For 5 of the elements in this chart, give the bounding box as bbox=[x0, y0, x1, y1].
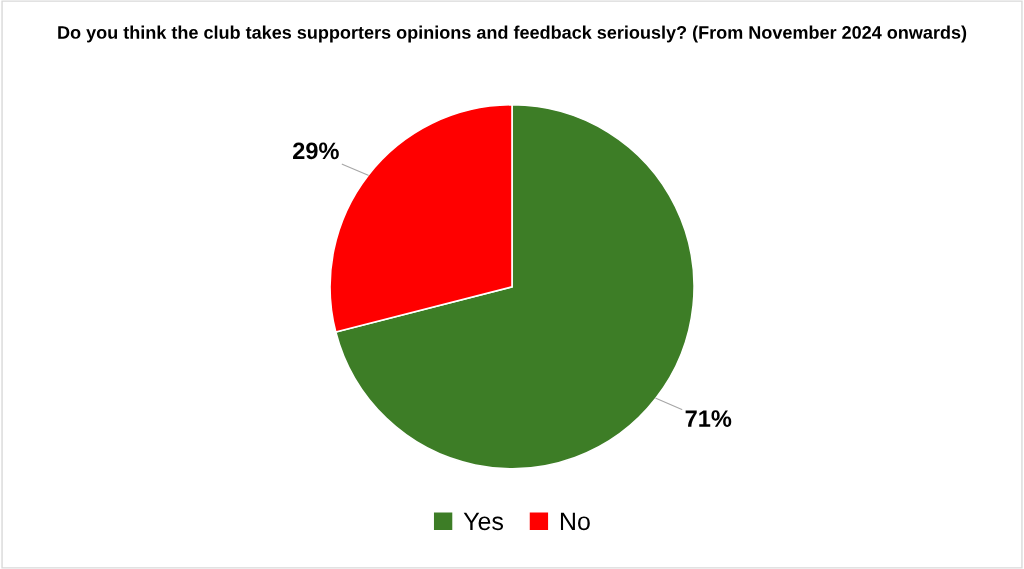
chart-title: Do you think the club takes supporters opinions and feedback seriously? (From November 2024 onwards) bbox=[58, 25, 967, 43]
legend-label: Yes bbox=[463, 512, 504, 531]
legend-label: No bbox=[560, 512, 590, 531]
data-label: 71% bbox=[685, 410, 732, 427]
data-label: 29% bbox=[293, 142, 339, 160]
